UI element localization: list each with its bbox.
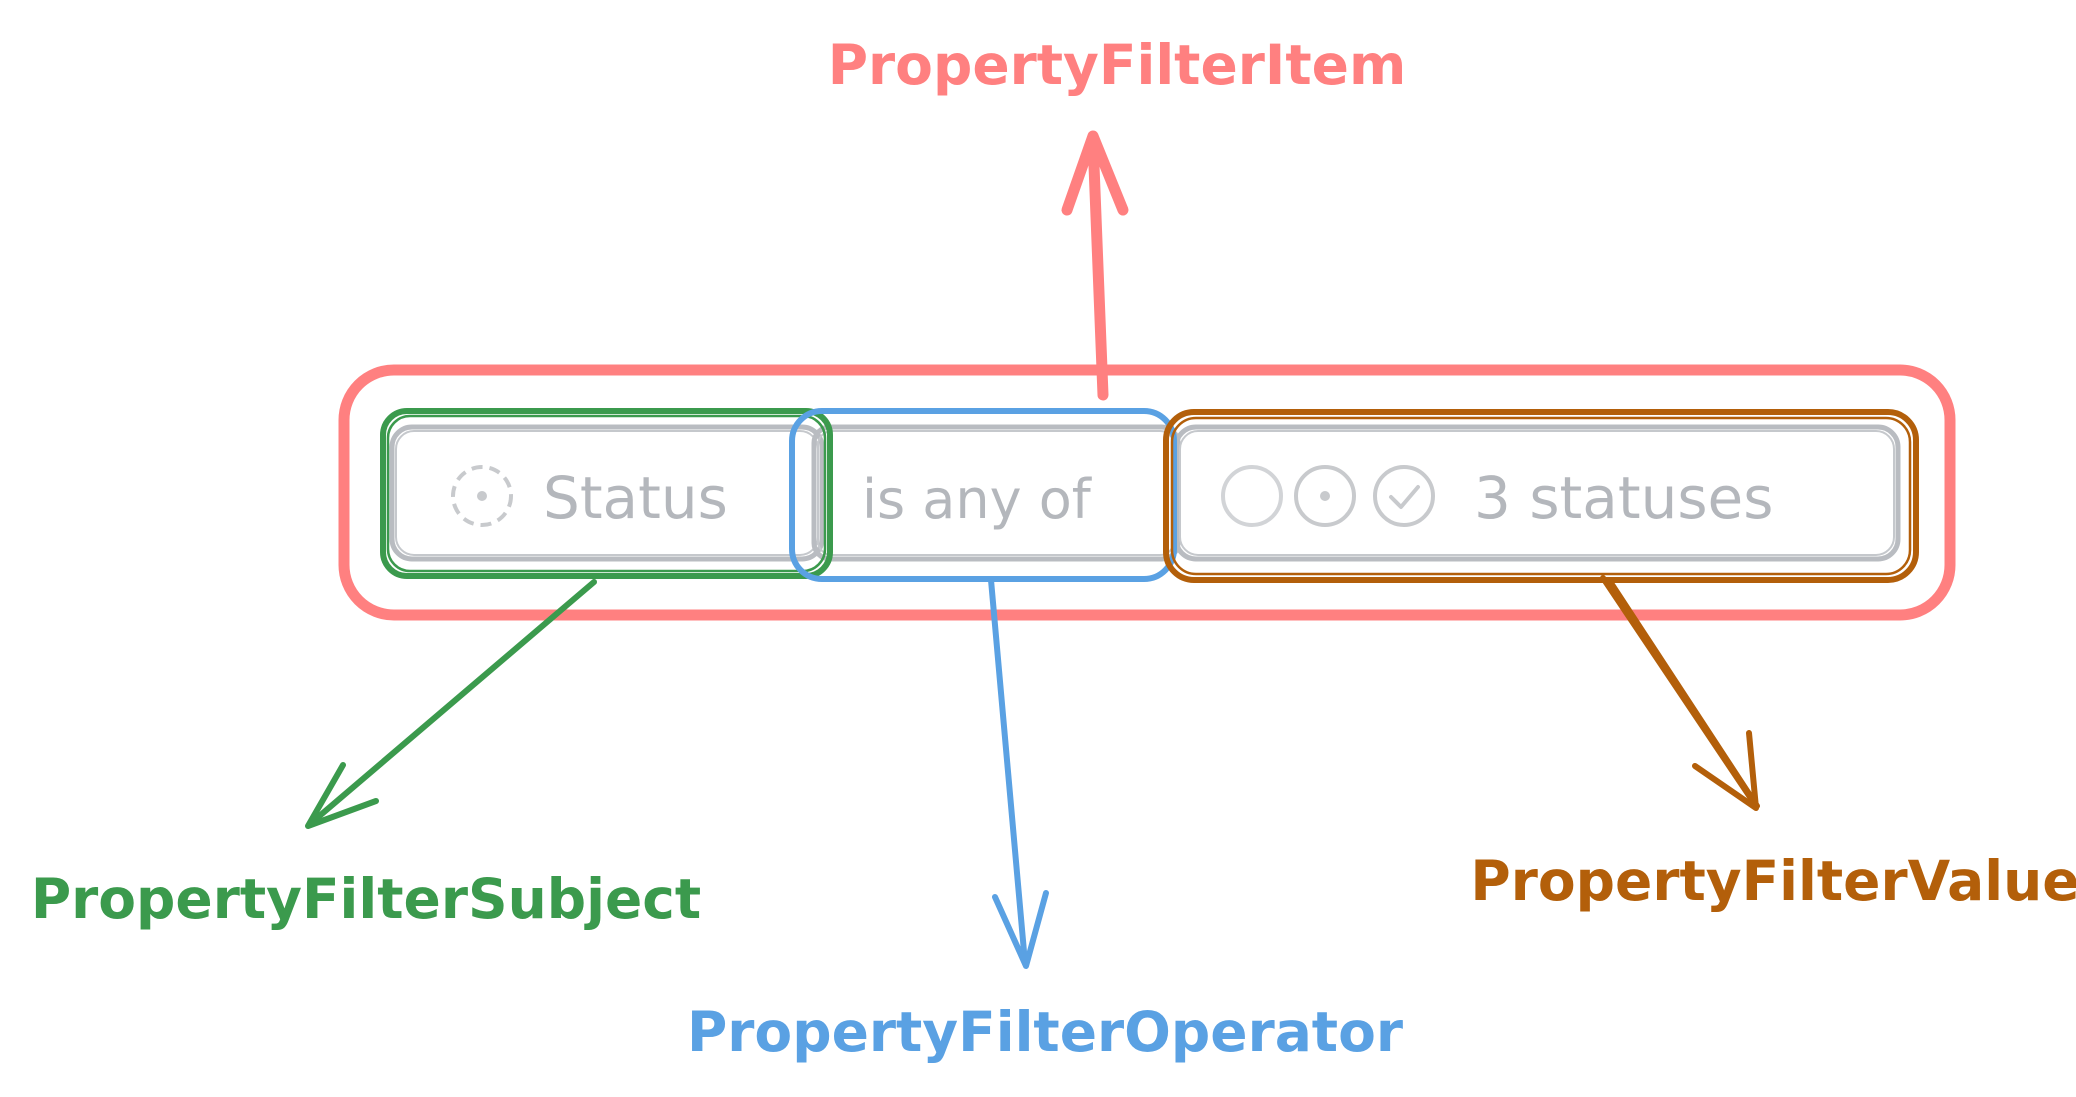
property-filter-value-label: PropertyFilterValue xyxy=(1470,849,2076,913)
check-circle-icon xyxy=(1373,465,1435,527)
subject-highlight xyxy=(380,408,833,579)
filter-value-label: 3 statuses xyxy=(1474,464,1773,532)
value-arrow xyxy=(1600,575,1760,811)
dashed-circle-icon xyxy=(451,465,513,527)
subject-arrow xyxy=(305,579,597,829)
filter-subject-label: Status xyxy=(543,464,728,532)
item-arrow xyxy=(1061,130,1129,401)
operator-arrow xyxy=(988,577,1049,969)
filter-chip[interactable]: Status is any of 3 statuses xyxy=(389,424,1901,562)
property-filter-operator-label: PropertyFilterOperator xyxy=(687,1000,1403,1064)
property-filter-item-outline xyxy=(338,364,1956,621)
dotted-circle-icon xyxy=(1294,465,1356,527)
filter-operator-label: is any of xyxy=(862,468,1093,531)
property-filter-subject-label: PropertyFilterSubject xyxy=(31,867,701,931)
operator-highlight xyxy=(789,408,1177,582)
empty-circle-icon xyxy=(1221,465,1283,527)
value-highlight xyxy=(1163,409,1919,583)
property-filter-item-label: PropertyFilterItem xyxy=(828,33,1407,97)
